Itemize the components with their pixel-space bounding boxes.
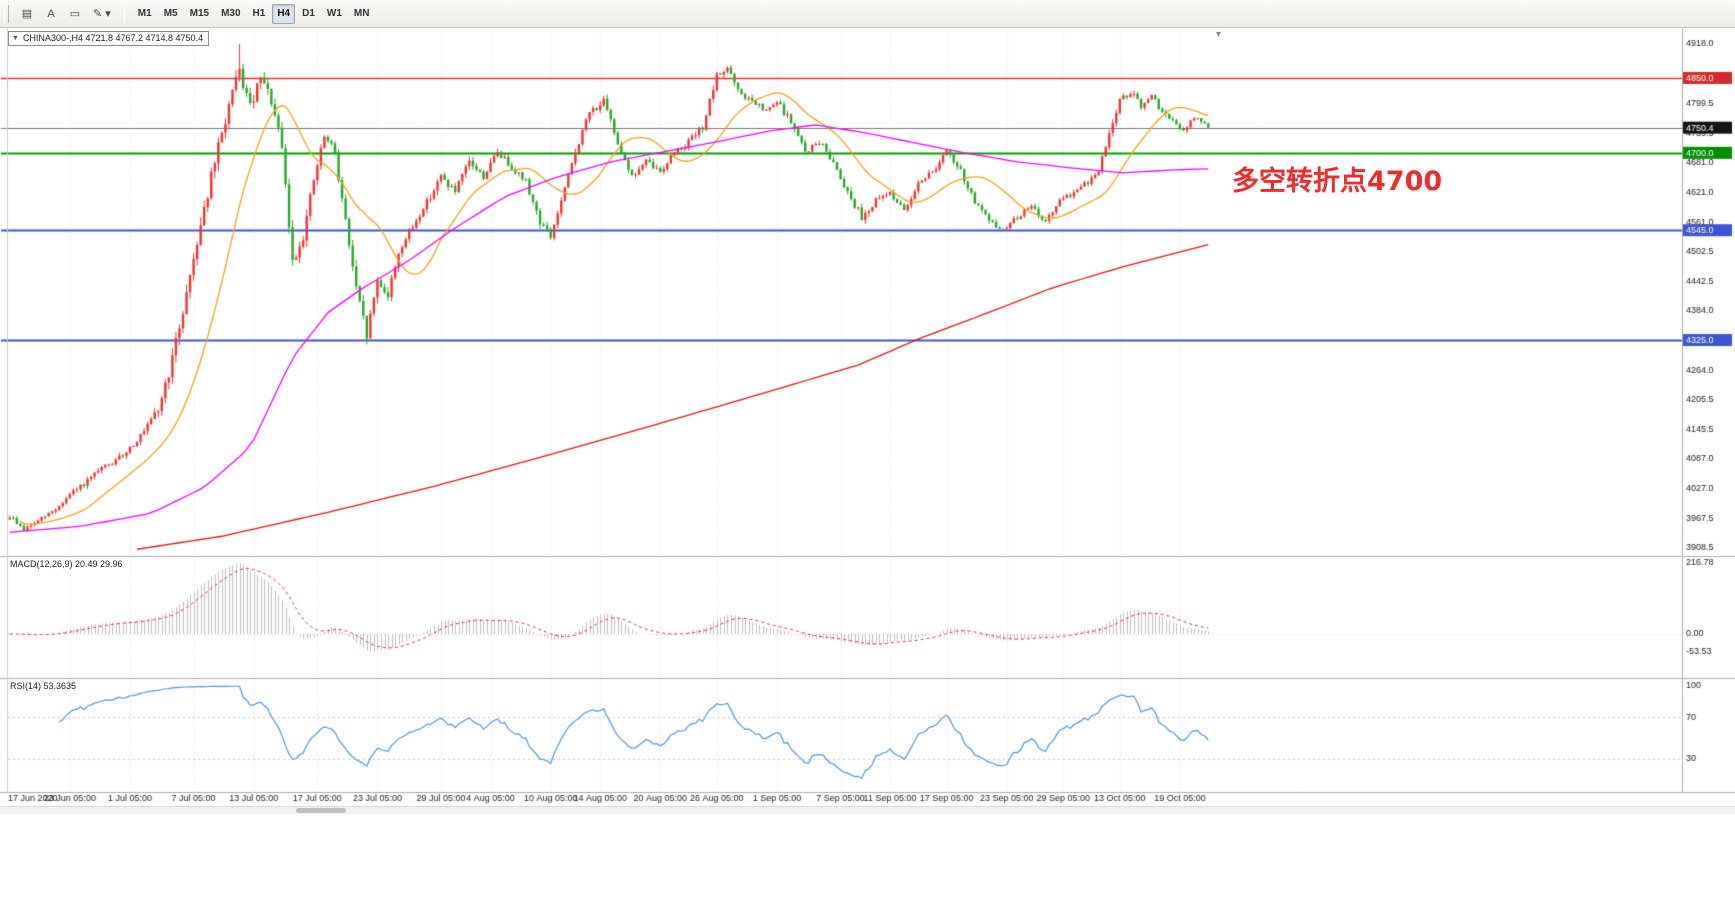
chart-area: ▼ CHINA300-,H4 4721.8 4767.2 4714.8 4750… (0, 28, 1735, 806)
tf-button-m1[interactable]: M1 (137, 8, 152, 19)
tf-button-d1[interactable]: D1 (302, 8, 315, 19)
macd-indicator-label: MACD(12,26,9) 20.49 29.96 (10, 559, 123, 569)
shapes-tool[interactable]: ▭ (69, 8, 81, 20)
tf-button-m15[interactable]: M15 (189, 8, 210, 19)
toolbar-grip[interactable] (4, 4, 9, 23)
tf-button-m5[interactable]: M5 (163, 8, 178, 19)
chart-shift-marker-icon[interactable]: ▾ (1216, 29, 1222, 40)
window-filler (0, 814, 1735, 899)
tf-button-mn[interactable]: MN (353, 8, 370, 19)
toolbar: ▤ A ▭ ✎ ▾ M1 M5 M15 M30 H1 H4 D1 W1 MN (0, 0, 1735, 28)
tf-button-w1[interactable]: W1 (326, 8, 342, 19)
draw-tool-dropdown[interactable]: ✎ ▾ (93, 8, 111, 20)
scrollbar-thumb[interactable] (296, 808, 346, 813)
symbol-info-box: ▼ CHINA300-,H4 4721.8 4767.2 4714.8 4750… (8, 31, 210, 46)
tf-button-h4[interactable]: H4 (272, 3, 296, 24)
rsi-indicator-label: RSI(14) 53.3635 (10, 681, 77, 691)
toolbar-separator (123, 4, 125, 23)
price-chart-canvas[interactable] (0, 28, 1735, 806)
timeframe-buttons: M1 M5 M15 M30 H1 H4 D1 W1 MN (133, 3, 375, 24)
price-annotation-text: 多空转折点4700 (1232, 166, 1443, 197)
tf-button-h1[interactable]: H1 (252, 8, 266, 19)
symbol-ohlc-label: CHINA300-,H4 4721.8 4767.2 4714.8 4750.4 (22, 33, 204, 43)
horizontal-scrollbar[interactable] (0, 806, 1735, 814)
one-click-dropdown-icon[interactable]: ▼ (12, 35, 19, 42)
cursor-tool[interactable]: A (47, 7, 55, 20)
toolbar-tools: ▤ A ▭ ✎ ▾ (16, 4, 116, 24)
tf-button-m30[interactable]: M30 (221, 8, 241, 19)
chart-list-icon[interactable]: ▤ (21, 8, 33, 20)
